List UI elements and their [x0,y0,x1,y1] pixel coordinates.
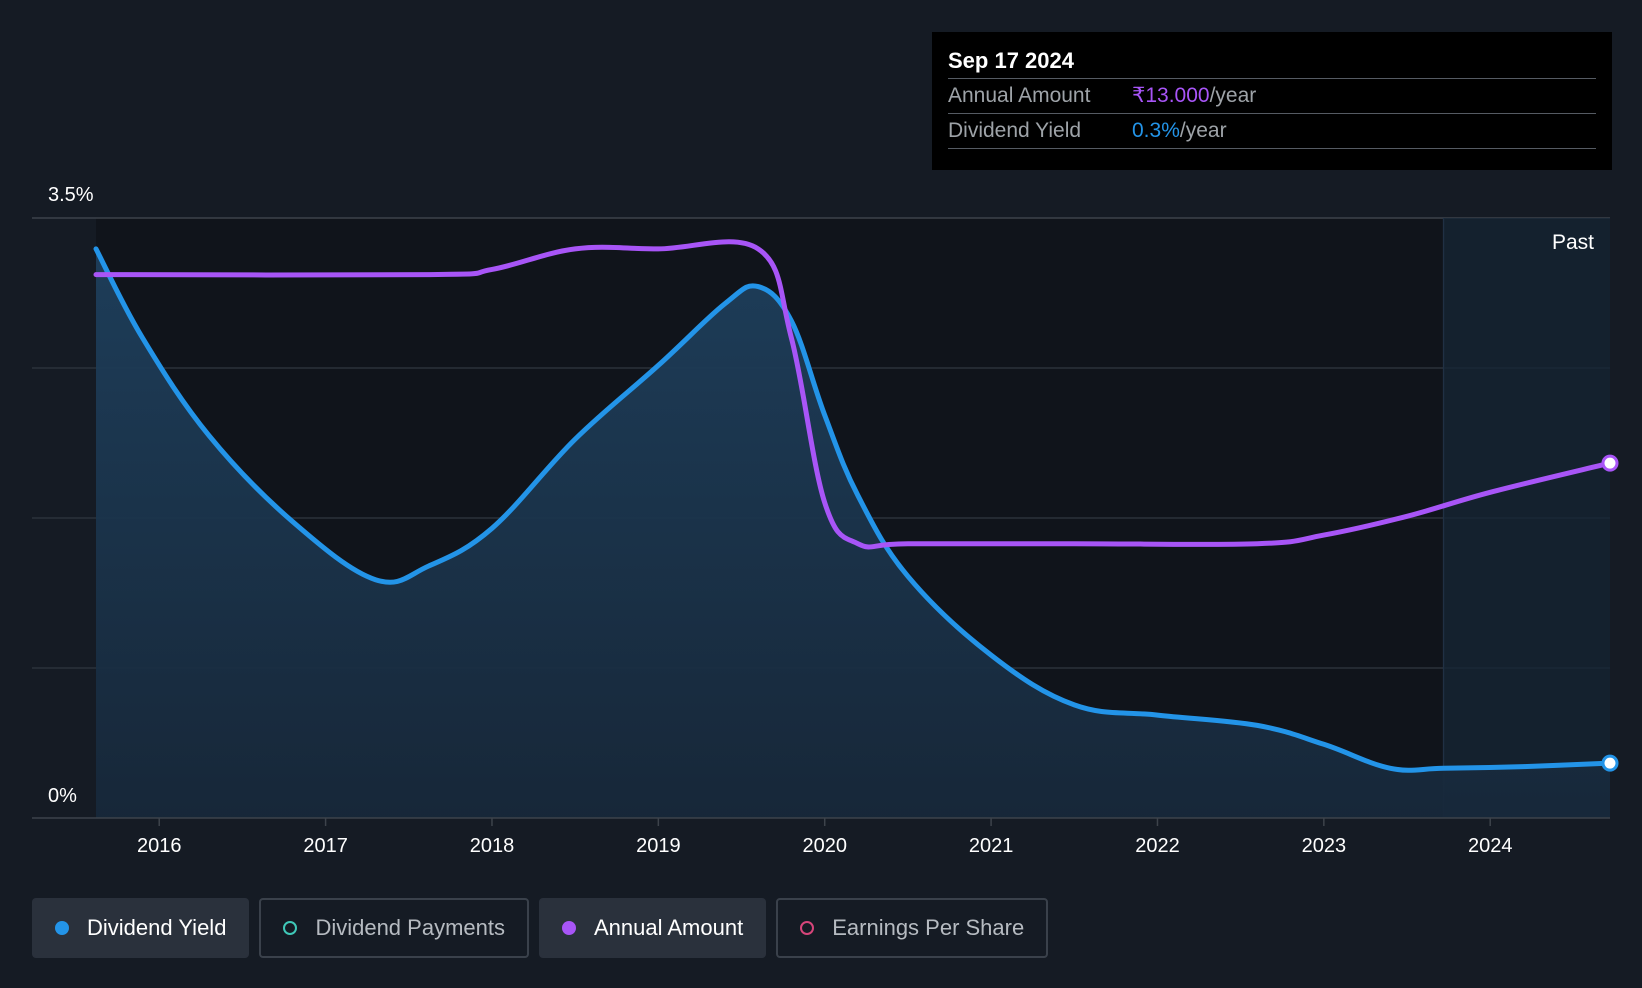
legend-earnings-per-share[interactable]: Earnings Per Share [776,898,1049,958]
dividend-yield-end-marker [1601,754,1619,772]
past-label: Past [1552,231,1594,254]
legend-label: Annual Amount [593,915,744,940]
tooltip-label: Annual Amount [948,84,1091,107]
legend-label: Earnings Per Share [832,915,1025,940]
x-tick-label: 2016 [137,835,182,857]
dot-icon [561,921,576,935]
ring-icon [283,921,298,935]
dividend-yield-area [96,248,1610,818]
tooltip-value: 0.3% [1132,119,1180,142]
x-tick-label: 2017 [303,835,348,857]
past-region [1443,218,1610,818]
dividend-yield-line [93,246,1613,773]
tooltip-row-annual-amount: Annual Amount ₹13.000 /year [948,79,1596,114]
x-tick-label: 2019 [636,835,681,857]
tooltip-unit: /year [1179,119,1227,142]
x-tick-label: 2022 [1135,835,1180,857]
tooltip: Sep 17 2024 Annual Amount ₹13.000 /year … [932,32,1612,170]
tooltip-label: Dividend Yield [948,119,1082,142]
legend-annual-amount[interactable]: Annual Amount [538,898,767,958]
tooltip-unit: /year [1209,84,1257,107]
legend: Dividend Yield Dividend Payments Annual … [32,898,1049,958]
legend-label: Dividend Yield [87,915,227,940]
annual-amount-end-marker [1601,454,1619,472]
ring-icon [800,921,815,935]
y-bottom-label: 0% [48,785,77,807]
x-tick-label: 2024 [1468,835,1513,857]
legend-dividend-payments[interactable]: Dividend Payments [259,898,529,958]
x-tick-label: 2018 [470,835,515,857]
legend-label: Dividend Payments [315,915,505,940]
legend-dividend-yield[interactable]: Dividend Yield [32,898,250,958]
tooltip-value: ₹13.000 [1132,84,1210,107]
x-tick-label: 2020 [802,835,847,857]
tooltip-row-dividend-yield: Dividend Yield 0.3% /year [948,114,1596,149]
x-tick-label: 2021 [969,835,1014,857]
y-top-label: 3.5% [48,184,94,206]
x-tick-label: 2023 [1302,835,1347,857]
tooltip-date: Sep 17 2024 [948,46,1596,79]
annual-amount-line [93,239,1613,550]
dot-icon [55,921,69,935]
